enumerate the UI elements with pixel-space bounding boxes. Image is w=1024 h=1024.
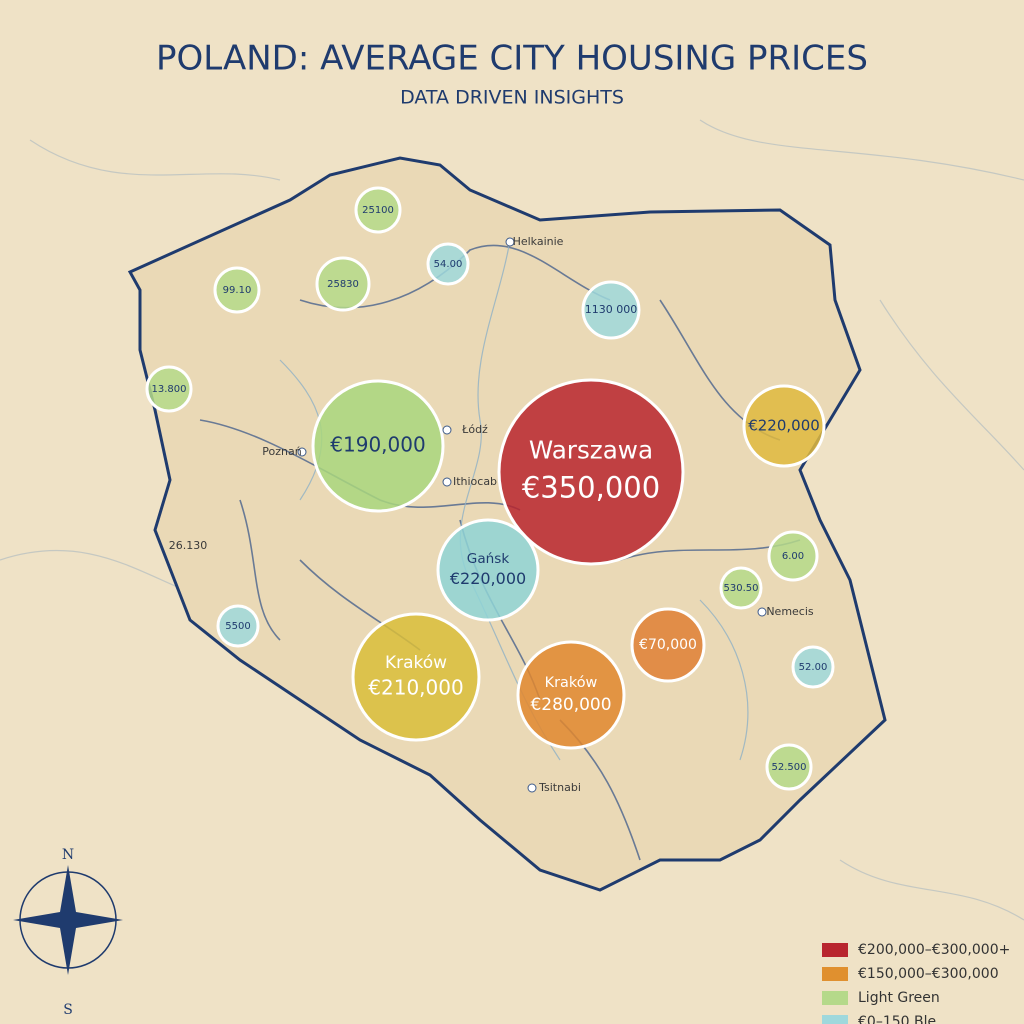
- compass-north: N: [62, 847, 74, 863]
- price-label: 99.10: [223, 285, 252, 296]
- price-bubble: [765, 743, 813, 791]
- price-label: 5500: [225, 621, 250, 632]
- price-bubble: [351, 612, 481, 742]
- legend-swatch: [822, 943, 848, 957]
- price-bubble: [767, 530, 819, 582]
- price-label: 25100: [362, 205, 394, 216]
- city-dot: [442, 477, 452, 487]
- legend-swatch: [822, 991, 848, 1005]
- price-label: 13.800: [152, 384, 187, 395]
- price-label: €70,000: [639, 637, 697, 653]
- place-name: Poznań: [262, 445, 301, 458]
- city-name: Gańsk: [467, 551, 510, 567]
- price-bubble: [216, 604, 260, 648]
- city-dot: [757, 607, 767, 617]
- legend-label: €200,000–€300,000+: [858, 942, 1010, 958]
- price-label: 52.500: [772, 762, 807, 773]
- legend-label: €0–150 Ble: [858, 1014, 936, 1024]
- legend-swatch: [822, 967, 848, 981]
- price-bubble: [742, 384, 826, 468]
- legend-label: Light Green: [858, 990, 940, 1006]
- compass-star: [13, 865, 123, 975]
- legend-label: €150,000–€300,000: [858, 966, 999, 982]
- price-bubble: [497, 378, 685, 566]
- price-label: 1130 000: [585, 303, 638, 316]
- city-name: Kraków: [545, 675, 598, 691]
- price-bubble: [426, 242, 470, 286]
- city-name: Warszawa: [529, 436, 653, 465]
- price-bubble: [581, 280, 641, 340]
- place-name: Helkainie: [513, 235, 564, 248]
- price-label: 530.50: [724, 583, 759, 594]
- price-bubble: [516, 640, 626, 750]
- price-bubble: [213, 266, 261, 314]
- price-label: 6.00: [782, 551, 804, 562]
- faint-line: [0, 119, 1024, 921]
- price-label: 25830: [327, 279, 359, 290]
- price-bubble: [630, 607, 706, 683]
- price-label: €190,000: [330, 433, 425, 457]
- title: POLAND: AVERAGE CITY HOUSING PRICES: [156, 39, 868, 79]
- place-name: Tsitnabi: [538, 781, 581, 794]
- price-label: €220,000: [450, 569, 526, 588]
- price-label: €220,000: [748, 417, 820, 435]
- price-label: 52.00: [799, 662, 828, 673]
- price-bubble: [719, 566, 763, 610]
- price-bubble: [311, 379, 445, 513]
- price-bubble: [436, 518, 540, 622]
- subtitle: DATA DRIVEN INSIGHTS: [400, 87, 624, 109]
- price-bubble: [145, 365, 193, 413]
- city-dot: [505, 237, 515, 247]
- compass-south: S: [63, 1002, 73, 1018]
- price-label: €210,000: [368, 676, 463, 700]
- place-name: 26.130: [169, 539, 208, 552]
- legend-swatch: [822, 1015, 848, 1024]
- price-label: 54.00: [434, 259, 463, 270]
- city-dot: [527, 783, 537, 793]
- price-bubble: [315, 256, 371, 312]
- city-dot: [442, 425, 452, 435]
- price-label: €280,000: [530, 695, 611, 715]
- price-bubble: [354, 186, 402, 234]
- place-name: Łódź: [461, 423, 488, 436]
- city-name: Kraków: [385, 653, 447, 673]
- price-bubble: [791, 645, 835, 689]
- city-dot: [297, 447, 307, 457]
- place-name: Ithiocab: [453, 475, 497, 488]
- faint-borders: [0, 119, 1024, 921]
- compass-rose: N S: [13, 847, 123, 1018]
- price-label: €350,000: [522, 470, 660, 504]
- place-name: Nemecis: [766, 605, 814, 618]
